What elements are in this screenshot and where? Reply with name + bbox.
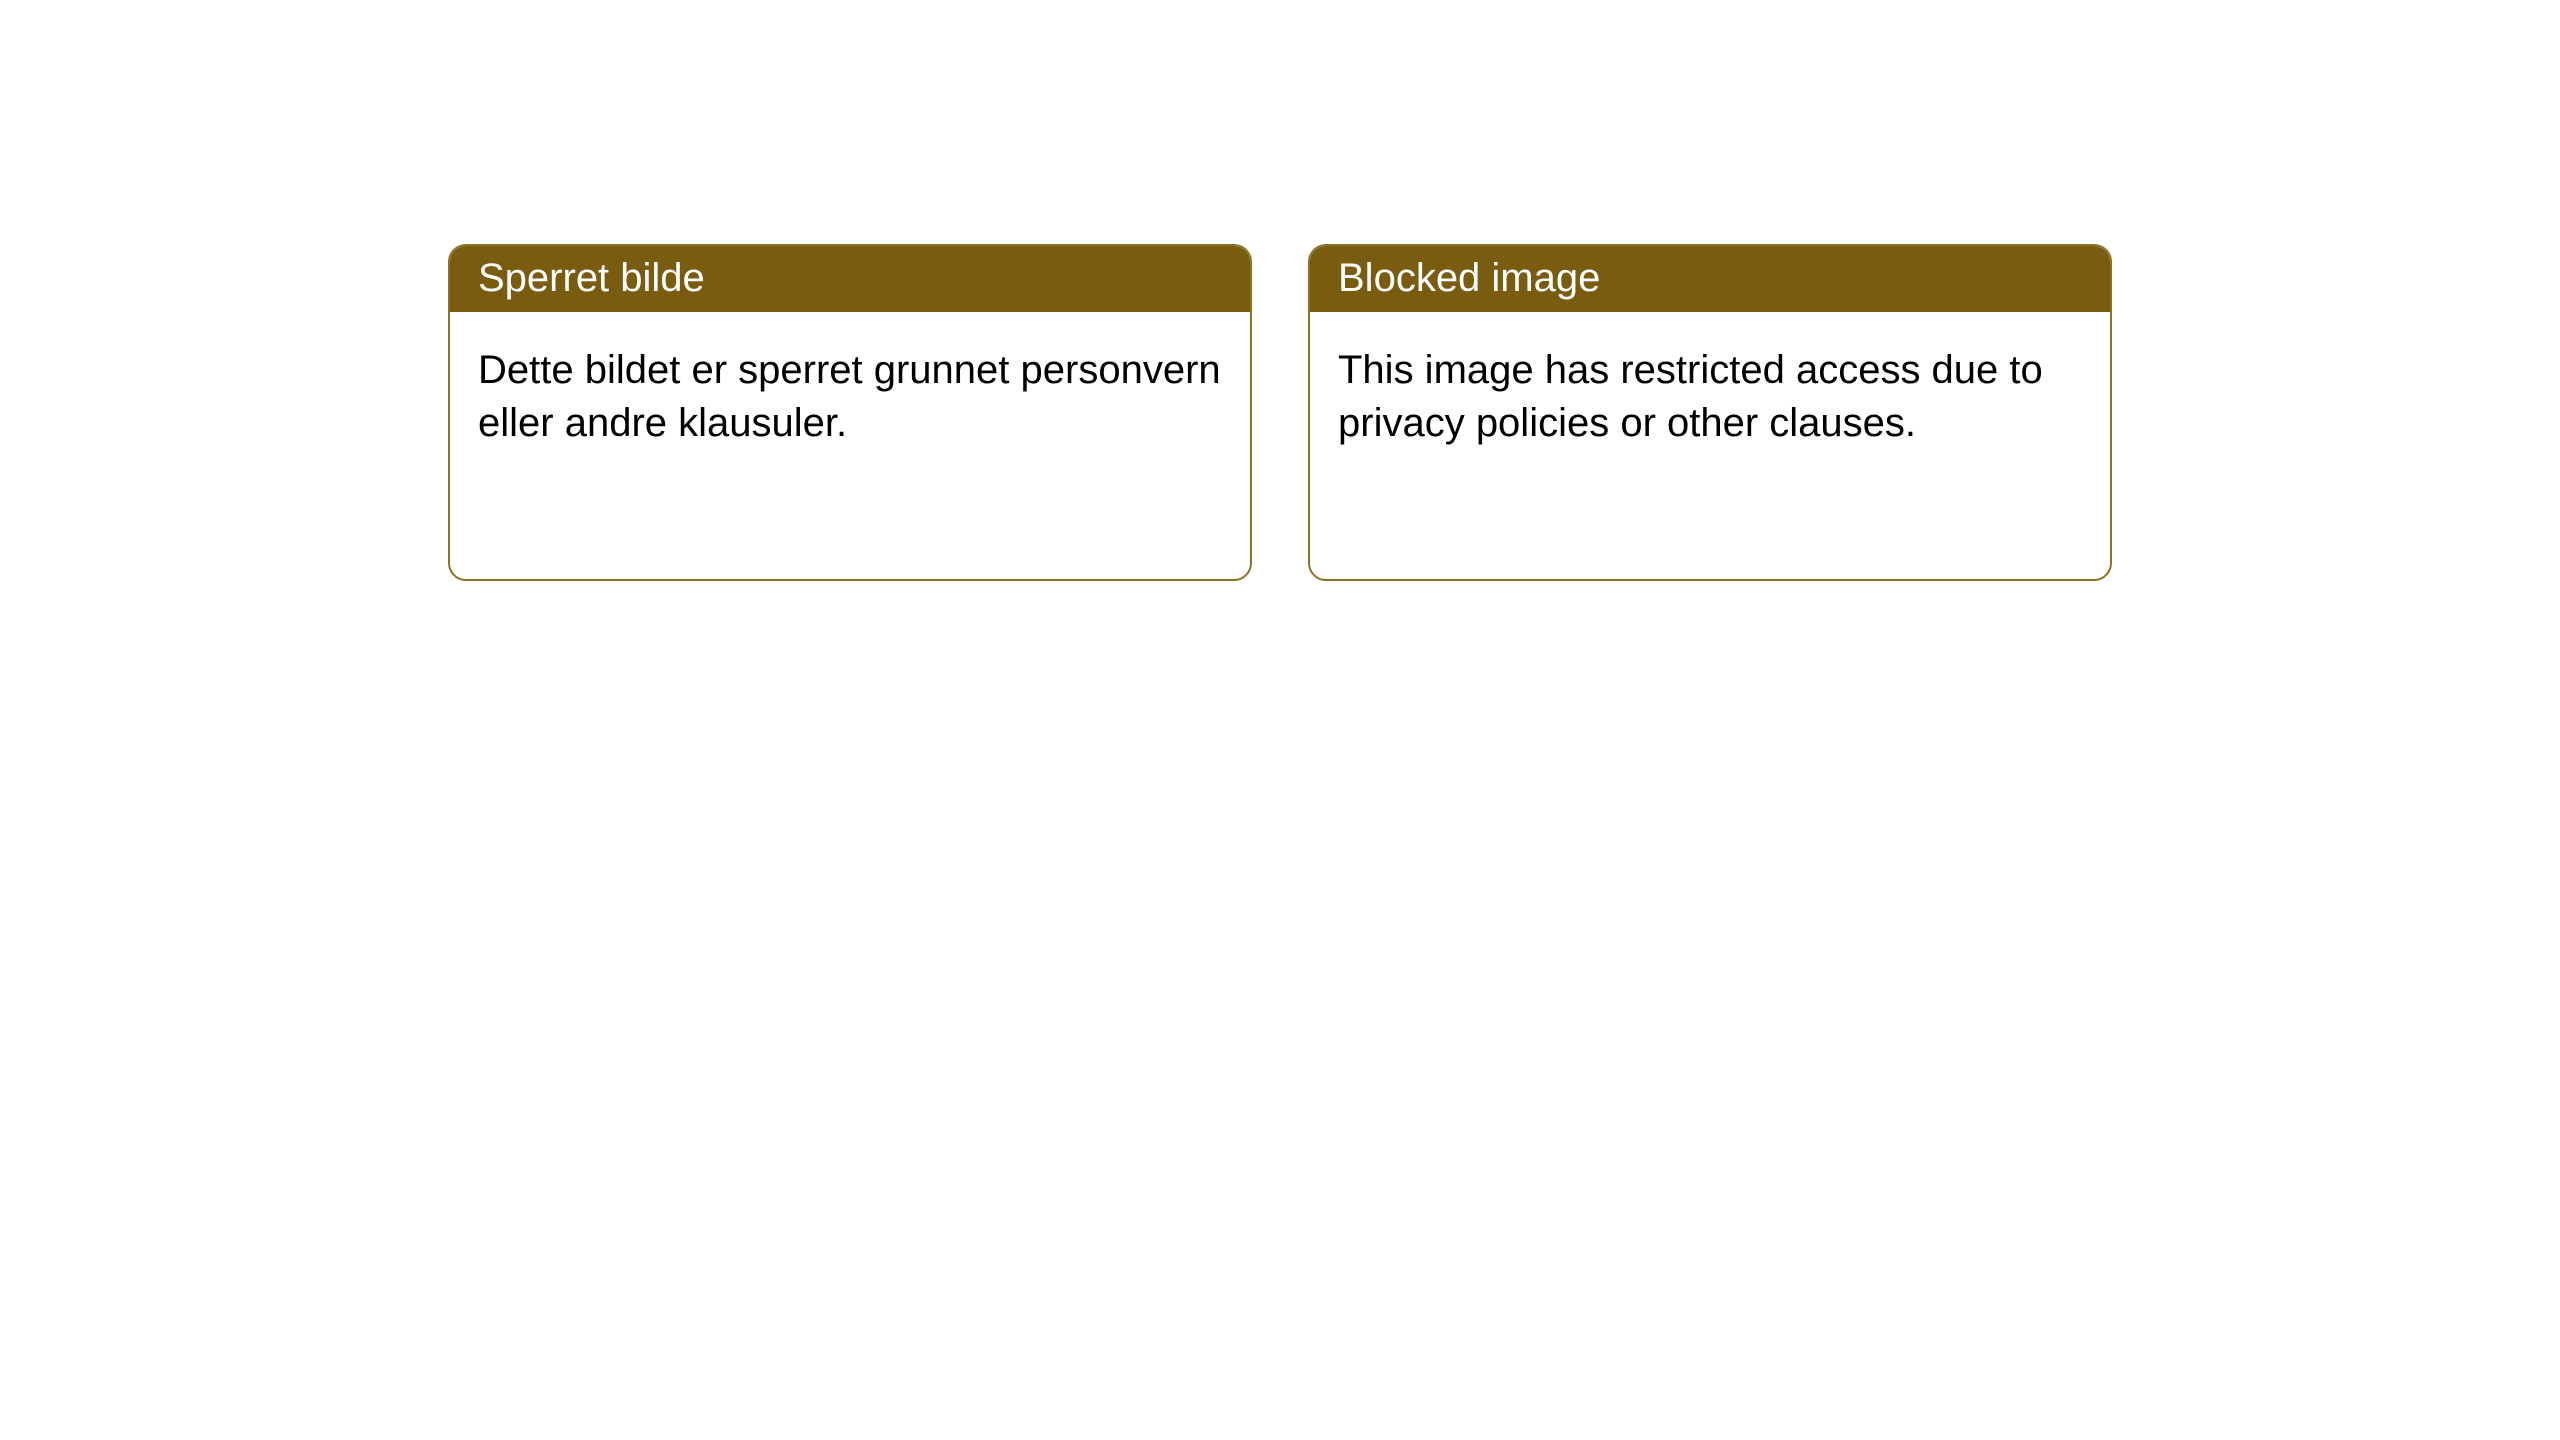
- blocked-image-card-en: Blocked image This image has restricted …: [1308, 244, 2112, 581]
- card-body-en: This image has restricted access due to …: [1310, 312, 2110, 450]
- blocked-image-card-no: Sperret bilde Dette bildet er sperret gr…: [448, 244, 1252, 581]
- card-title-en: Blocked image: [1310, 246, 2110, 312]
- notice-cards-row: Sperret bilde Dette bildet er sperret gr…: [0, 0, 2560, 581]
- card-title-no: Sperret bilde: [450, 246, 1250, 312]
- card-body-no: Dette bildet er sperret grunnet personve…: [450, 312, 1250, 450]
